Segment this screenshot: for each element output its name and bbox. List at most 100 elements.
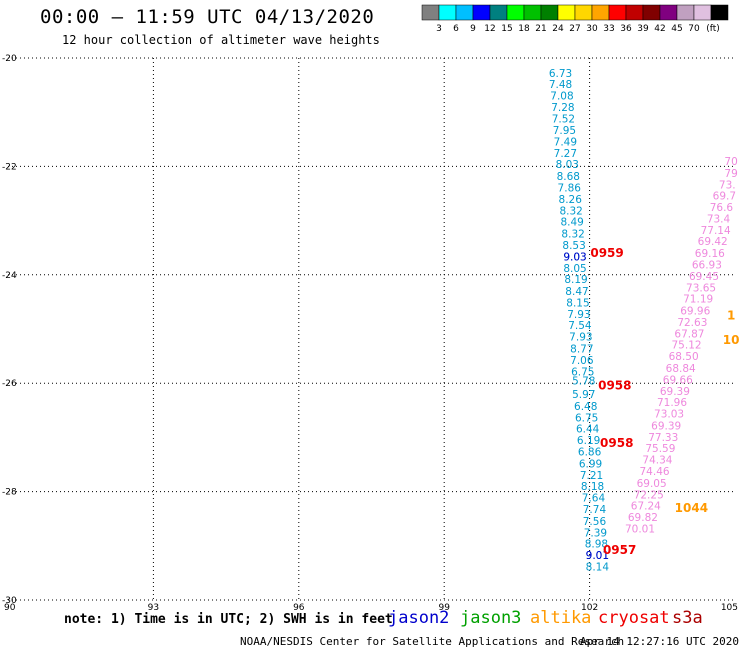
colorbar-swatch	[625, 4, 644, 21]
point-s3a: 73.65	[686, 282, 716, 294]
data-points: 6.737.487.087.287.527.957.497.278.038.68…	[549, 68, 740, 573]
point-jason3: 7.28	[551, 102, 574, 114]
point-cryosat: 0958	[598, 378, 631, 392]
point-altika: 10	[723, 333, 740, 347]
point-jason3: 8.14	[586, 561, 610, 573]
y-tick-label: -22	[2, 162, 17, 172]
point-s3a: 68.84	[666, 363, 696, 375]
y-tick-label: -24	[2, 271, 17, 281]
colorbar-label: 45	[671, 24, 682, 34]
legend-jason2: jason2	[388, 608, 450, 628]
colorbar-swatch	[472, 4, 491, 21]
colorbar-swatch	[506, 4, 525, 21]
point-s3a: 74.46	[640, 466, 670, 478]
point-jason3: 5.97	[572, 389, 595, 401]
point-s3a: 66.93	[692, 260, 722, 272]
point-jason3: 6.75	[575, 412, 598, 424]
point-jason3: 8.26	[559, 194, 583, 206]
point-altika: 1	[727, 308, 735, 322]
point-jason3: 7.06	[570, 355, 594, 367]
x-tick-label: 99	[438, 603, 450, 613]
colorbar-swatch	[676, 4, 695, 21]
colorbar-swatch	[591, 4, 610, 21]
x-tick-label: 93	[148, 603, 159, 613]
colorbar-swatch	[421, 4, 440, 21]
point-jason3: 8.68	[557, 171, 580, 183]
point-jason3: 8.32	[559, 205, 582, 217]
colorbar-label: 30	[586, 24, 598, 34]
point-jason3: 8.19	[564, 274, 587, 286]
point-s3a: 69.45	[689, 271, 719, 283]
point-s3a: 73.	[719, 179, 736, 191]
point-s3a: 69.39	[660, 386, 690, 398]
point-s3a: 71.96	[657, 397, 687, 409]
y-tick-label: -26	[2, 379, 17, 389]
point-jason2: 9.03	[563, 251, 586, 263]
legend-cryosat: cryosat	[598, 608, 670, 628]
point-s3a: 68.50	[669, 351, 699, 363]
y-tick-label: -30	[2, 596, 17, 606]
x-tick-label: 102	[581, 603, 598, 613]
point-s3a: 69.66	[663, 374, 693, 386]
point-jason3: 7.86	[558, 183, 582, 195]
colorbar-label: 42	[654, 24, 665, 34]
colorbar-swatch	[455, 4, 474, 21]
colorbar-swatch	[693, 4, 712, 21]
point-jason3: 7.52	[552, 114, 575, 126]
point-jason3: 6.86	[578, 446, 602, 458]
point-jason3: 6.19	[577, 435, 600, 447]
point-jason3: 6.44	[576, 424, 600, 436]
point-s3a: 74.34	[642, 455, 672, 467]
point-jason3: 7.21	[580, 470, 603, 482]
point-jason3: 9.03	[563, 251, 586, 263]
colorbar-label: 15	[501, 24, 512, 34]
point-s3a: 75.59	[645, 443, 675, 455]
colorbar-label: 12	[484, 24, 495, 34]
point-s3a: 72.25	[634, 489, 664, 501]
colorbar-label: 36	[620, 24, 632, 34]
point-jason3: 8.32	[561, 229, 584, 241]
point-jason3: 5.78	[572, 375, 595, 387]
point-s3a: 77.33	[648, 432, 678, 444]
point-s3a: 69.82	[628, 512, 658, 524]
point-s3a: 73.4	[707, 213, 731, 225]
point-s3a: 69.16	[695, 248, 725, 260]
point-jason3: 7.08	[550, 90, 573, 102]
colorbar-swatch	[540, 4, 559, 21]
point-cryosat: 0959	[590, 246, 623, 260]
point-jason3: 6.75	[571, 366, 594, 378]
point-jason3: 8.98	[585, 539, 608, 551]
point-jason3: 7.49	[554, 136, 577, 148]
point-jason3: 8.05	[563, 263, 586, 275]
point-jason2: 9.01	[586, 550, 609, 562]
point-s3a: 79	[724, 168, 737, 180]
point-jason3: 7.64	[582, 493, 606, 505]
colorbar-swatch	[574, 4, 593, 21]
footer-timestamp: Apr 14 12:27:16 UTC 2020	[580, 635, 739, 648]
colorbar-swatch	[659, 4, 678, 21]
point-jason3: 6.99	[579, 458, 602, 470]
colorbar-swatch	[438, 4, 457, 21]
x-tick-label: 96	[293, 603, 305, 613]
point-jason3: 8.53	[562, 240, 585, 252]
colorbar-label: 9	[470, 24, 476, 34]
point-jason3: 7.93	[567, 309, 590, 321]
point-s3a: 67.87	[674, 328, 704, 340]
y-tick-label: -20	[2, 54, 17, 64]
colorbar-label: 27	[569, 24, 580, 34]
point-s3a: 70.01	[625, 523, 655, 535]
chart-title: 00:00 – 11:59 UTC 04/13/2020	[40, 6, 375, 28]
point-jason3: 7.93	[569, 332, 592, 344]
point-s3a: 69.39	[651, 420, 681, 432]
point-s3a: 70	[724, 156, 737, 168]
point-cryosat: 0958	[600, 436, 633, 450]
point-altika: 1044	[675, 501, 708, 515]
colorbar-label: 33	[603, 24, 614, 34]
colorbar-label: 70	[688, 24, 700, 34]
colorbar-label: 24	[552, 24, 564, 34]
point-jason3: 7.48	[549, 79, 572, 91]
colorbar: 3 6 9 12 15 18 21 24 27 30 33 36 39 42 45 70 (ft)	[421, 4, 729, 34]
colorbar-swatch	[608, 4, 627, 21]
